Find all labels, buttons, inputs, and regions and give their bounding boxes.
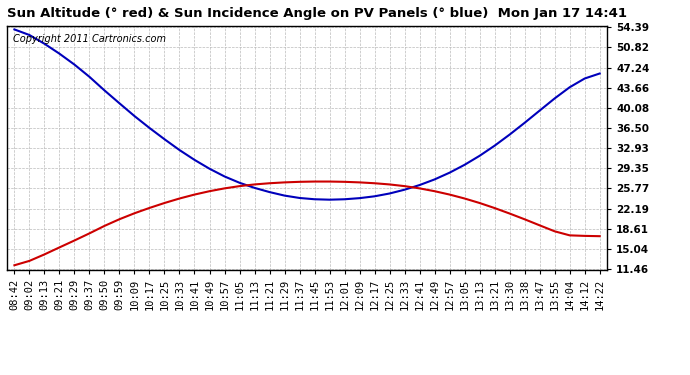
Text: Sun Altitude (° red) & Sun Incidence Angle on PV Panels (° blue)  Mon Jan 17 14:: Sun Altitude (° red) & Sun Incidence Ang… bbox=[7, 8, 627, 21]
Text: Copyright 2011 Cartronics.com: Copyright 2011 Cartronics.com bbox=[13, 34, 166, 44]
